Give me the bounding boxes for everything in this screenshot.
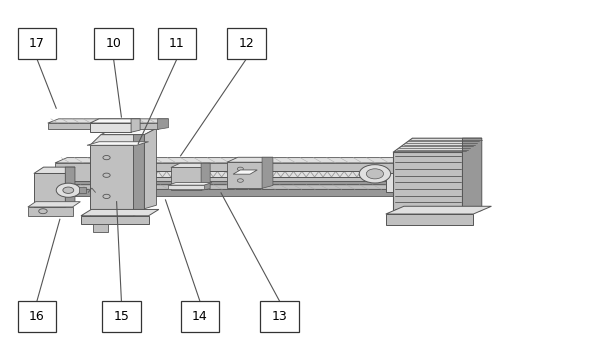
Polygon shape bbox=[81, 216, 149, 223]
Polygon shape bbox=[90, 145, 134, 216]
Polygon shape bbox=[90, 123, 131, 132]
Polygon shape bbox=[158, 119, 169, 130]
Polygon shape bbox=[172, 172, 381, 176]
Polygon shape bbox=[87, 142, 149, 145]
Bar bbox=[18, 28, 56, 59]
Polygon shape bbox=[64, 185, 441, 189]
Text: 14: 14 bbox=[192, 310, 208, 323]
Polygon shape bbox=[55, 158, 441, 163]
Text: 10: 10 bbox=[106, 37, 122, 50]
Text: 16: 16 bbox=[29, 310, 45, 323]
Polygon shape bbox=[262, 157, 273, 188]
Bar bbox=[94, 28, 133, 59]
Polygon shape bbox=[28, 207, 73, 216]
Polygon shape bbox=[168, 183, 212, 185]
Circle shape bbox=[63, 187, 74, 193]
Polygon shape bbox=[393, 138, 482, 152]
Polygon shape bbox=[90, 135, 145, 145]
Text: 12: 12 bbox=[238, 37, 254, 50]
Polygon shape bbox=[171, 163, 210, 167]
Polygon shape bbox=[462, 138, 482, 214]
Bar bbox=[180, 301, 219, 332]
Text: 17: 17 bbox=[29, 37, 45, 50]
Polygon shape bbox=[171, 167, 201, 190]
Polygon shape bbox=[386, 173, 393, 192]
Polygon shape bbox=[233, 170, 257, 174]
Polygon shape bbox=[48, 119, 169, 123]
Polygon shape bbox=[79, 187, 87, 193]
Polygon shape bbox=[145, 129, 157, 209]
Polygon shape bbox=[393, 152, 462, 214]
Circle shape bbox=[366, 169, 384, 179]
Polygon shape bbox=[48, 123, 158, 130]
Polygon shape bbox=[227, 157, 273, 162]
Bar bbox=[102, 301, 141, 332]
Bar bbox=[260, 301, 299, 332]
Polygon shape bbox=[227, 162, 262, 188]
Polygon shape bbox=[101, 129, 157, 135]
Polygon shape bbox=[34, 167, 75, 173]
Polygon shape bbox=[131, 119, 140, 132]
Polygon shape bbox=[93, 223, 108, 232]
Polygon shape bbox=[34, 173, 65, 207]
Bar bbox=[18, 301, 56, 332]
Text: 11: 11 bbox=[169, 37, 185, 50]
Polygon shape bbox=[55, 163, 430, 181]
Polygon shape bbox=[134, 135, 145, 216]
Circle shape bbox=[359, 165, 391, 183]
Polygon shape bbox=[386, 214, 473, 224]
Polygon shape bbox=[386, 206, 491, 214]
Polygon shape bbox=[101, 135, 145, 209]
Bar bbox=[158, 28, 196, 59]
Polygon shape bbox=[201, 163, 210, 190]
Bar bbox=[227, 28, 266, 59]
Polygon shape bbox=[55, 181, 430, 184]
Polygon shape bbox=[168, 185, 204, 189]
Text: 15: 15 bbox=[114, 310, 129, 323]
Polygon shape bbox=[430, 158, 441, 181]
Polygon shape bbox=[28, 202, 80, 207]
Polygon shape bbox=[90, 119, 140, 123]
Text: 13: 13 bbox=[272, 310, 287, 323]
Circle shape bbox=[56, 183, 80, 197]
Polygon shape bbox=[65, 167, 75, 207]
Polygon shape bbox=[81, 210, 159, 216]
Polygon shape bbox=[64, 189, 433, 196]
Polygon shape bbox=[122, 171, 381, 177]
